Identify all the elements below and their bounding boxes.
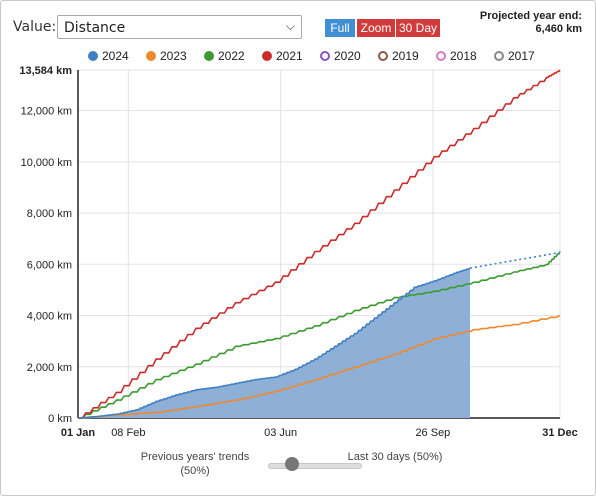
legend-dot-2019 (378, 51, 388, 61)
legend-label: 2020 (334, 49, 361, 63)
legend-label: 2017 (508, 49, 535, 63)
legend-label: 2023 (160, 49, 187, 63)
trend-slider-row: Previous years' trends (50%) Last 30 day… (0, 450, 596, 490)
legend: 2024 2023 2022 2021 2020 2019 2018 2017 (88, 48, 588, 64)
full-button[interactable]: Full (325, 19, 355, 37)
value-select-text: Distance (64, 20, 126, 36)
legend-dot-2018 (436, 51, 446, 61)
y-tick-label: 12,000 km (21, 106, 72, 118)
y-tick-label: 2,000 km (27, 362, 72, 374)
y-tick-label: 10,000 km (21, 157, 72, 169)
legend-label: 2021 (276, 49, 303, 63)
y-tick-label: 4,000 km (27, 311, 72, 323)
x-tick-label: 26 Sep (415, 427, 450, 439)
distance-chart: 0 km 2,000 km 4,000 km 6,000 km 8,000 km 10,0… (19, 65, 577, 439)
legend-label: 2022 (218, 49, 245, 63)
legend-item-2017[interactable]: 2017 (494, 48, 535, 64)
legend-item-2020[interactable]: 2020 (320, 48, 361, 64)
legend-label: 2024 (102, 49, 129, 63)
line-2024 (78, 267, 471, 419)
value-label: Value: (13, 19, 57, 35)
zoom-button[interactable]: Zoom (357, 19, 395, 37)
x-tick-label: 31 Dec (542, 427, 577, 439)
legend-item-2019[interactable]: 2019 (378, 48, 419, 64)
slider-left-label: Previous years' trends (50%) (140, 451, 250, 477)
line-2022 (78, 251, 561, 419)
legend-dot-2022 (204, 51, 214, 61)
y-tick-label: 13,584 km (19, 65, 72, 77)
x-tick-label: 03 Jun (264, 427, 297, 439)
trend-slider-track[interactable] (268, 463, 362, 469)
legend-dot-2024 (88, 51, 98, 61)
thirty-day-button[interactable]: 30 Day (396, 19, 440, 37)
legend-dot-2021 (262, 51, 272, 61)
line-2023 (78, 314, 561, 419)
legend-item-2022[interactable]: 2022 (204, 48, 245, 64)
legend-dot-2017 (494, 51, 504, 61)
legend-label: 2018 (450, 49, 477, 63)
legend-item-2024[interactable]: 2024 (88, 48, 129, 64)
x-tick-label: 08 Feb (111, 427, 145, 439)
chevron-down-icon: ⌵ (285, 19, 295, 33)
line-2021 (78, 69, 561, 419)
legend-item-2021[interactable]: 2021 (262, 48, 303, 64)
projection-label: Projected year end: (479, 10, 582, 22)
legend-item-2023[interactable]: 2023 (146, 48, 187, 64)
y-tick-label: 8,000 km (27, 208, 72, 220)
value-select[interactable]: Distance ⌵ (57, 15, 302, 39)
legend-item-2018[interactable]: 2018 (436, 48, 477, 64)
legend-dot-2023 (146, 51, 156, 61)
y-tick-label: 6,000 km (27, 259, 72, 271)
slider-right-label: Last 30 days (50%) (347, 451, 443, 463)
y-tick-label: 0 km (48, 413, 72, 425)
area-2024 (78, 268, 470, 418)
trend-slider-thumb[interactable] (285, 457, 299, 471)
projection-line-2024 (469, 251, 561, 269)
projection-box: Projected year end: 6,460 km (480, 10, 582, 36)
toolbar: Value: Distance ⌵ Full Zoom 30 Day Proje… (0, 0, 596, 42)
projection-value: 6,460 km (535, 23, 582, 35)
legend-label: 2019 (392, 49, 419, 63)
legend-dot-2020 (320, 51, 330, 61)
x-tick-label: 01 Jan (61, 427, 96, 439)
